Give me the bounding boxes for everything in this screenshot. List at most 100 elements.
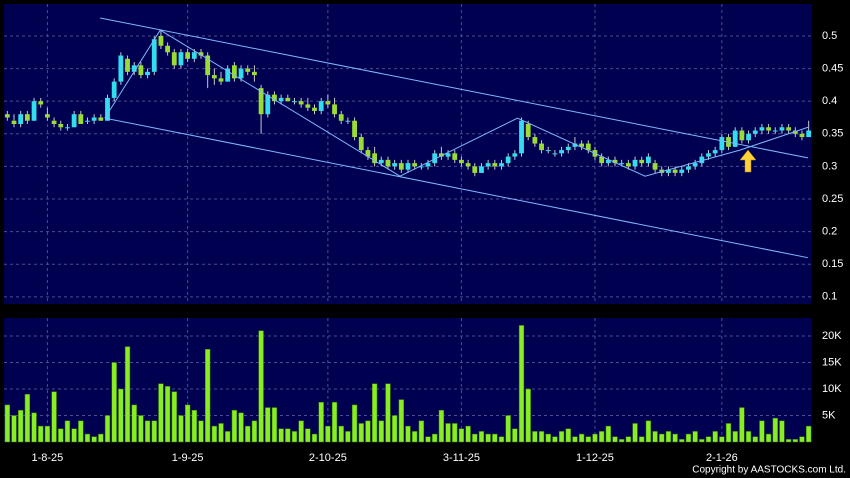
volume-bar — [465, 425, 471, 443]
volume-bar — [532, 431, 538, 443]
candle-body — [318, 101, 324, 111]
candle-body — [51, 120, 57, 124]
volume-bar — [552, 436, 558, 443]
volume-bar — [358, 423, 364, 443]
marks — [4, 17, 812, 443]
volume-bar — [138, 415, 144, 443]
candle-body — [652, 163, 658, 170]
volume-bar — [572, 436, 578, 443]
volume-bar — [632, 423, 638, 443]
volume-bar — [164, 386, 171, 443]
volume-bar — [218, 423, 224, 443]
candle-body — [231, 65, 237, 79]
volume-bar — [205, 349, 211, 443]
x-tick-label: 2-10-25 — [309, 452, 347, 464]
candle-body — [312, 107, 317, 111]
volume-tick-label: 10K — [822, 383, 842, 395]
x-tick-label: 3-11-25 — [443, 452, 480, 464]
volume-tick-label: 15K — [822, 356, 842, 368]
candle-body — [105, 97, 110, 121]
candle-body — [218, 78, 224, 82]
volume-bar — [719, 436, 725, 443]
volume-bar — [745, 431, 752, 443]
candle-body — [799, 133, 805, 138]
volume-bar — [725, 423, 732, 443]
volume-bar — [325, 425, 331, 443]
volume-bar — [371, 383, 378, 443]
volume-bar — [345, 431, 351, 443]
volume-bar — [84, 433, 91, 443]
candle-body — [131, 65, 137, 72]
candle-body — [392, 163, 398, 167]
y-tick-label: 0.3 — [822, 160, 837, 172]
volume-bar — [251, 420, 258, 443]
candle-body — [438, 153, 444, 157]
candle-body — [479, 166, 484, 173]
volume-bar — [565, 428, 571, 443]
candle-body — [472, 166, 478, 173]
volume-bar — [799, 436, 805, 443]
volume-bar — [198, 420, 204, 443]
candle-body — [786, 127, 792, 131]
candle-body — [85, 120, 90, 122]
volume-bar — [619, 439, 625, 443]
volume-bar — [612, 436, 618, 443]
volume-bar — [44, 425, 51, 443]
volume-bar — [405, 425, 411, 443]
volume-bar — [338, 425, 344, 443]
volume-bar — [31, 412, 37, 443]
volume-bar — [144, 420, 151, 443]
volume-bar — [385, 383, 391, 443]
volume-bar — [231, 409, 238, 443]
candle-body — [679, 169, 685, 173]
candle-body — [612, 159, 618, 164]
candle-body — [98, 117, 104, 121]
candle-body — [125, 58, 130, 72]
volume-bar — [391, 415, 398, 443]
candle-body — [532, 137, 538, 144]
candle-body — [412, 163, 418, 167]
volume-bar — [452, 423, 458, 443]
volume-tick-label: 5K — [822, 409, 836, 421]
candle-body — [58, 124, 64, 128]
candle-body — [545, 150, 551, 152]
candle-body — [418, 166, 424, 168]
volume-bar — [4, 404, 10, 443]
volume-bar — [472, 433, 478, 443]
volume-bar — [659, 433, 665, 443]
candle-body — [365, 150, 371, 157]
candle-body — [452, 153, 458, 160]
volume-bar — [265, 407, 271, 443]
x-tick-label: 1-8-25 — [32, 452, 64, 464]
candle-body — [645, 156, 651, 164]
candle-body — [65, 127, 70, 129]
volume-bar — [558, 431, 565, 443]
volume-bar — [779, 420, 785, 443]
volume-bar — [298, 420, 304, 443]
candle-body — [245, 68, 251, 72]
volume-bar — [64, 420, 71, 443]
volume-bar — [38, 425, 44, 443]
candle-body — [505, 156, 511, 164]
candle-body — [325, 101, 331, 105]
volume-bar — [785, 439, 792, 443]
candle-body — [171, 52, 177, 66]
candle-body — [265, 94, 271, 115]
x-tick-label: 1-9-25 — [172, 452, 204, 464]
candle-body — [238, 68, 244, 79]
volume-bar — [91, 436, 97, 443]
volume-tick-label: 20K — [822, 330, 842, 342]
volume-bar — [211, 425, 218, 443]
candle-body — [445, 153, 451, 157]
volume-bar — [438, 409, 445, 443]
volume-bar — [578, 433, 585, 443]
volume-bar — [765, 433, 772, 443]
volume-bar — [598, 431, 605, 443]
candle-body — [432, 153, 438, 164]
candle-body — [465, 163, 471, 167]
volume-bar — [425, 436, 431, 443]
candle-body — [278, 97, 284, 102]
candle-body — [499, 163, 504, 167]
volume-bar — [238, 412, 244, 443]
volume-bar — [118, 388, 124, 443]
